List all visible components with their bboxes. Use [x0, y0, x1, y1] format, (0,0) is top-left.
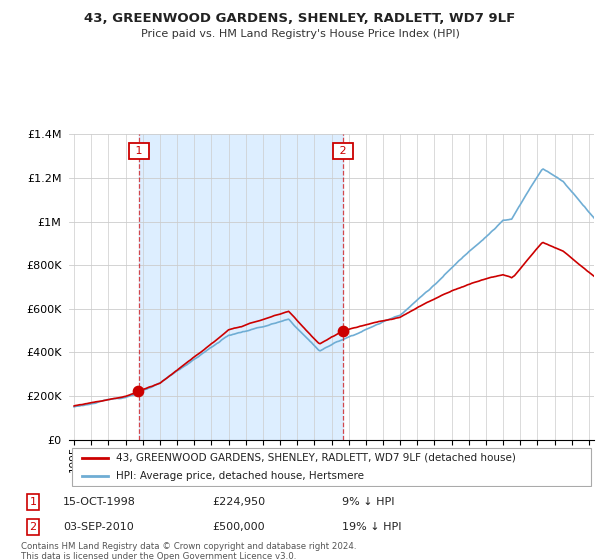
Text: Contains HM Land Registry data © Crown copyright and database right 2024.
This d: Contains HM Land Registry data © Crown c…	[21, 542, 356, 560]
Text: 19% ↓ HPI: 19% ↓ HPI	[343, 522, 402, 532]
Text: 03-SEP-2010: 03-SEP-2010	[64, 522, 134, 532]
Text: £500,000: £500,000	[213, 522, 265, 532]
Text: 15-OCT-1998: 15-OCT-1998	[64, 497, 136, 507]
Bar	[139, 134, 343, 440]
Text: 2: 2	[29, 522, 37, 532]
Text: 43, GREENWOOD GARDENS, SHENLEY, RADLETT, WD7 9LF: 43, GREENWOOD GARDENS, SHENLEY, RADLETT,…	[85, 12, 515, 25]
Text: 2: 2	[336, 146, 350, 156]
Text: 43, GREENWOOD GARDENS, SHENLEY, RADLETT, WD7 9LF (detached house): 43, GREENWOOD GARDENS, SHENLEY, RADLETT,…	[116, 453, 516, 463]
Text: HPI: Average price, detached house, Hertsmere: HPI: Average price, detached house, Hert…	[116, 472, 364, 481]
Text: 9% ↓ HPI: 9% ↓ HPI	[343, 497, 395, 507]
Text: 1: 1	[29, 497, 37, 507]
FancyBboxPatch shape	[71, 449, 592, 486]
Point	[134, 386, 143, 395]
Text: £224,950: £224,950	[213, 497, 266, 507]
Point	[338, 326, 348, 335]
Text: 1: 1	[132, 146, 146, 156]
Text: Price paid vs. HM Land Registry's House Price Index (HPI): Price paid vs. HM Land Registry's House …	[140, 29, 460, 39]
